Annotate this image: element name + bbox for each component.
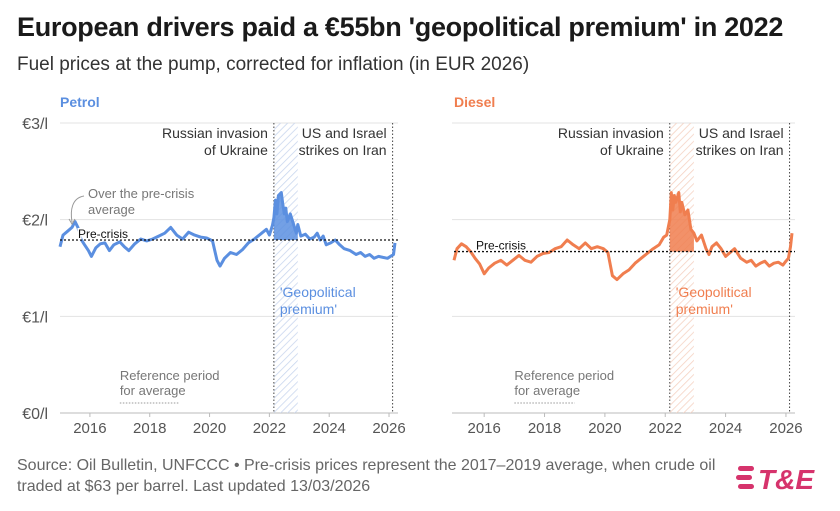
source-note: Source: Oil Bulletin, UNFCCC • Pre-crisi…: [17, 457, 716, 495]
iran-label-line1: US and Israel: [302, 125, 387, 141]
iran-label-line2: strikes on Iran: [696, 142, 784, 158]
x-tick-label: 2022: [649, 420, 682, 437]
panel-title-petrol: Petrol: [60, 94, 100, 110]
pre-crisis-label-diesel: Pre-crisis: [476, 239, 526, 253]
price-line-petrol: [58, 191, 397, 268]
chart-subtitle: Fuel prices at the pump, corrected for i…: [17, 54, 530, 75]
reference-label-line1: Reference period: [514, 368, 614, 383]
panel-petrol: Petrol €0/l €1/l €2/l €3/l 2016 2018 2020 2022 20…: [22, 94, 406, 437]
x-tick-label: 2018: [133, 420, 166, 437]
over-label-arrow: [70, 195, 85, 223]
panel-title-diesel: Diesel: [454, 94, 495, 110]
logo-text: T&E: [758, 464, 815, 495]
x-tick-label: 2016: [467, 420, 500, 437]
x-tick-label: 2022: [253, 420, 286, 437]
reference-label-line2: for average: [120, 383, 186, 398]
over-label-line2: average: [88, 202, 135, 217]
reference-label-line2: for average: [514, 383, 580, 398]
premium-label-line1: 'Geopolitical: [280, 284, 356, 300]
premium-label-line1: 'Geopolitical: [676, 284, 752, 300]
y-tick-label: €1/l: [22, 309, 48, 326]
premium-band-petrol: [273, 123, 298, 413]
reference-label-line1: Reference period: [120, 368, 220, 383]
chart-title: European drivers paid a €55bn 'geopoliti…: [17, 12, 784, 42]
iran-label-line1: US and Israel: [699, 125, 784, 141]
charts-area: Petrol €0/l €1/l €2/l €3/l 2016 2018 2020 2022 20…: [22, 94, 803, 437]
invasion-label-line2: of Ukraine: [204, 142, 268, 158]
premium-label-line2: premium': [676, 301, 733, 317]
over-label-line1: Over the pre-crisis: [88, 186, 195, 201]
price-line-diesel: [452, 191, 794, 282]
x-tick-label: 2026: [769, 420, 802, 437]
premium-area-diesel: [669, 192, 694, 252]
invasion-label-line1: Russian invasion: [558, 125, 664, 141]
y-tick-label: €0/l: [22, 406, 48, 423]
premium-band-diesel: [669, 123, 694, 413]
over-label-arrowhead: [68, 218, 76, 225]
iran-label-line2: strikes on Iran: [299, 142, 387, 158]
y-tick-label: €2/l: [22, 213, 48, 230]
premium-label-line2: premium': [280, 301, 337, 317]
x-tick-label: 2026: [372, 420, 405, 437]
pre-crisis-label-petrol: Pre-crisis: [78, 227, 128, 241]
x-tick-label: 2020: [588, 420, 621, 437]
invasion-label-line1: Russian invasion: [162, 125, 268, 141]
x-tick-label: 2018: [528, 420, 561, 437]
invasion-label-line2: of Ukraine: [600, 142, 664, 158]
x-tick-label: 2016: [73, 420, 106, 437]
x-tick-label: 2024: [313, 420, 346, 437]
panel-diesel: Diesel 2016 2018 2020 2022 2024 2026 Pre-crisis…: [452, 94, 803, 437]
te-logo: T&E: [736, 464, 815, 495]
y-tick-label: €3/l: [22, 116, 48, 133]
x-tick-label: 2020: [193, 420, 226, 437]
x-tick-label: 2024: [709, 420, 742, 437]
